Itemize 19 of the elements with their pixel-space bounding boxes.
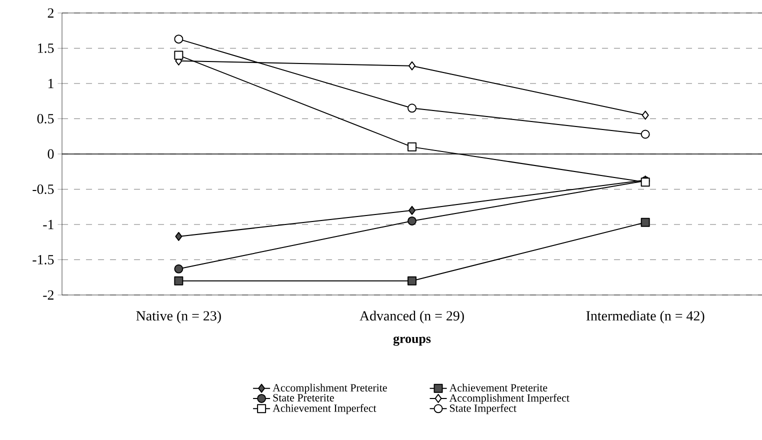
x-tick-label: Advanced (n = 29) (360, 310, 464, 324)
y-tick-label: -2 (43, 290, 54, 300)
y-tick-label: 0.5 (37, 114, 54, 124)
legend-label: Accomplishment Preterite (272, 384, 387, 394)
y-tick-label: 2 (48, 8, 54, 18)
legend-label: Accomplishment Imperfect (449, 394, 570, 404)
y-tick-label: 0 (48, 149, 54, 159)
y-tick-label: 1 (48, 78, 54, 88)
y-tick-label: -1.5 (32, 255, 54, 264)
y-tick-label: 1.5 (38, 44, 54, 53)
legend-label: State Preterite (273, 394, 334, 402)
legend-label: State Imperfect (450, 404, 516, 414)
x-axis-title: groups (393, 336, 431, 346)
x-tick-label: Native (n = 23) (136, 310, 221, 324)
y-tick-label: -0.5 (32, 184, 54, 194)
legend-label: Achievement Imperfect (272, 404, 376, 414)
x-tick-label: Intermediate (n = 42) (586, 310, 704, 324)
y-tick-label: -1 (43, 220, 54, 230)
legend-label: Achievement Preterite (449, 384, 548, 392)
